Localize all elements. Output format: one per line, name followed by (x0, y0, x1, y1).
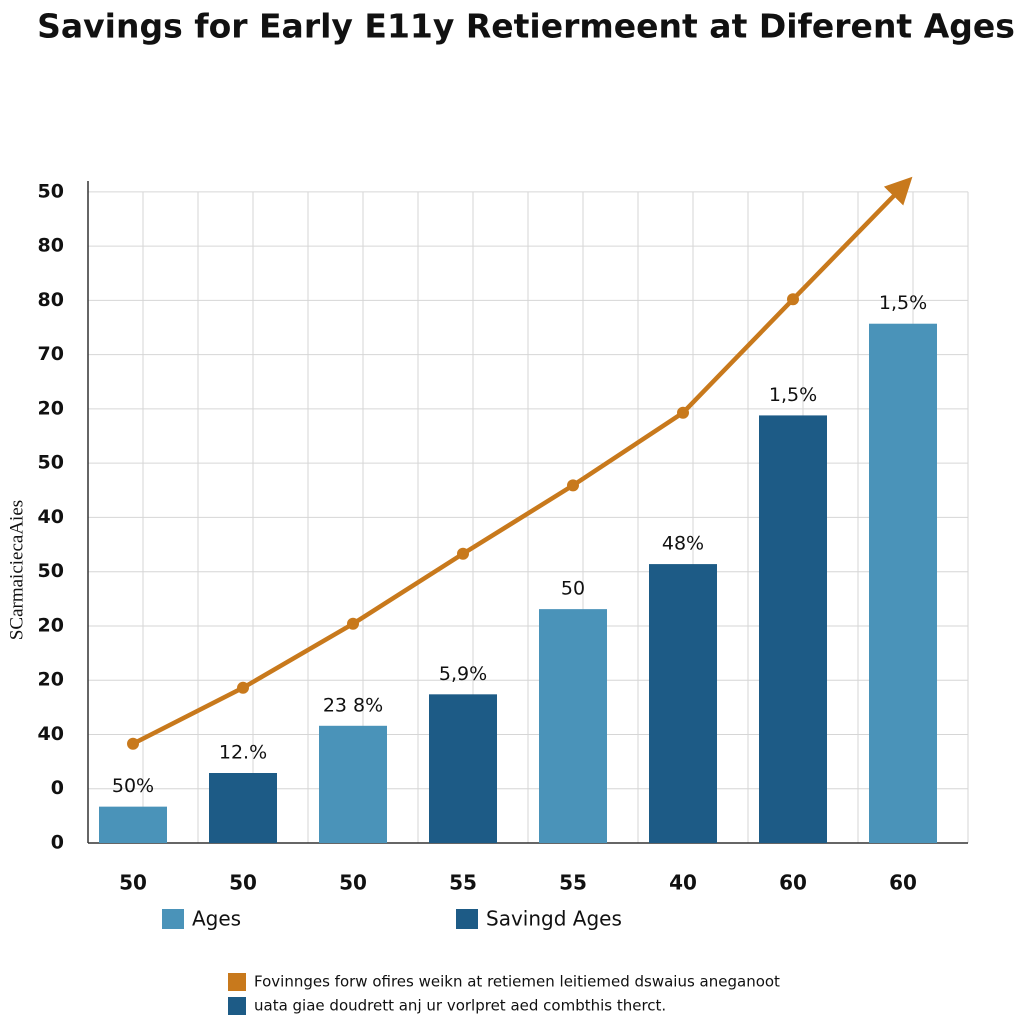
x-tick-label: 50 (229, 871, 257, 895)
bar (319, 725, 387, 843)
bar (649, 564, 717, 843)
x-tick-label: 50 (119, 871, 147, 895)
line-point (567, 479, 579, 492)
y-tick-label: 80 (38, 235, 64, 257)
bar-label: 5,9% (439, 663, 487, 685)
line-point (457, 547, 469, 560)
line-point (677, 406, 689, 419)
bar (759, 415, 827, 843)
x-tick-label: 55 (449, 871, 477, 895)
x-tick-label: 55 (559, 871, 587, 895)
y-tick-label: 70 (38, 343, 64, 365)
legend-swatch (162, 909, 184, 929)
y-tick-label: 40 (38, 723, 64, 745)
x-tick-label: 50 (339, 871, 367, 895)
bar-label: 23 8% (323, 694, 383, 716)
footnote: Fovinnges forw ofires weikn at retiemen … (254, 973, 780, 991)
y-tick-label: 50 (38, 560, 64, 582)
bar (429, 694, 497, 843)
footnote-swatch (228, 973, 246, 991)
line-series (131, 176, 913, 746)
y-tick-label: 0 (51, 777, 64, 799)
bar (869, 323, 937, 843)
bar (539, 609, 607, 843)
chart-title: Savings for Early E11y Retiermeent at Di… (37, 7, 1015, 46)
bar (99, 806, 167, 843)
bar-label: 12.% (219, 742, 267, 764)
y-tick-label: 50 (38, 452, 64, 474)
legend-swatch (456, 909, 478, 929)
y-tick-label: 20 (38, 614, 64, 636)
y-tick-label: 20 (38, 397, 64, 419)
x-tick-label: 40 (669, 871, 697, 895)
legend-label: Ages (192, 907, 241, 931)
y-tick-label: 40 (38, 506, 64, 528)
line-point (347, 617, 359, 630)
y-axis-label: SCarmaiciecaAies (6, 500, 27, 640)
footnote: uata giae doudrett anj ur vorlpret aed c… (254, 997, 666, 1015)
y-tick-label: 20 (38, 669, 64, 691)
line-point (787, 293, 799, 306)
y-tick-label: 80 (38, 289, 64, 311)
x-tick-label: 60 (779, 871, 807, 895)
y-tick-label: 0 (51, 832, 64, 854)
footnote-swatch (228, 997, 246, 1015)
line-point (127, 737, 139, 750)
bar-label: 50% (112, 775, 154, 797)
bar-label: 50 (561, 578, 585, 600)
x-tick-label: 60 (889, 871, 917, 895)
bar (209, 773, 277, 843)
line-point (237, 681, 249, 694)
bar-label: 48% (662, 533, 704, 555)
bar-label: 1,5% (879, 292, 927, 314)
y-tick-label: 50 (38, 180, 64, 202)
legend-label: Savingd Ages (486, 907, 622, 931)
bar-label: 1,5% (769, 384, 817, 406)
